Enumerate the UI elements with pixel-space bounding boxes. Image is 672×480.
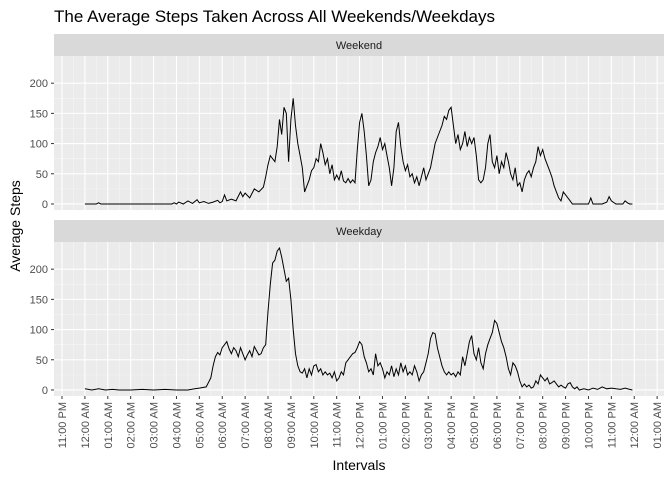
panel-weekend: Weekend 0 50 100 150 200 bbox=[30, 34, 664, 211]
x-tick-label: 01:00 AM bbox=[652, 402, 664, 448]
x-tick-label: 04:00 PM bbox=[446, 402, 458, 449]
y-tick-label: 50 bbox=[36, 169, 48, 181]
x-tick-label: 01:00 AM bbox=[103, 402, 115, 448]
x-tick-label: 11:00 PM bbox=[57, 402, 69, 448]
x-tick-label: 05:00 AM bbox=[194, 402, 206, 448]
weekday-steps-line bbox=[84, 246, 633, 391]
x-tick-label: 12:00 AM bbox=[629, 402, 641, 448]
chart-title: The Average Steps Taken Across All Weeke… bbox=[54, 7, 495, 26]
plot-area-weekday bbox=[54, 242, 664, 396]
x-tick-label: 08:00 PM bbox=[538, 402, 550, 449]
x-tick-label: 01:00 PM bbox=[378, 402, 390, 449]
strip-label-weekday: Weekday bbox=[336, 226, 382, 238]
strip-weekend bbox=[54, 34, 664, 56]
x-tick-label: 03:00 AM bbox=[149, 402, 161, 448]
y-tick-label: 0 bbox=[42, 385, 48, 397]
y-tick-label: 150 bbox=[30, 294, 48, 306]
x-tick-label: 06:00 AM bbox=[217, 402, 229, 448]
x-axis: 11:00 PM 12:00 AM 01:00 AM 02:00 AM 03:00 AM… bbox=[57, 396, 664, 449]
x-tick-label: 05:00 PM bbox=[469, 402, 481, 449]
x-tick-label: 12:00 PM bbox=[355, 402, 367, 449]
x-tick-label: 12:00 AM bbox=[80, 402, 92, 448]
x-tick-label: 11:00 PM bbox=[606, 402, 618, 448]
x-tick-label: 07:00 PM bbox=[515, 402, 527, 449]
y-tick-label: 150 bbox=[30, 108, 48, 120]
x-axis-title: Intervals bbox=[333, 457, 386, 473]
x-tick-label: 04:00 AM bbox=[172, 402, 184, 448]
x-tick-label: 09:00 PM bbox=[561, 402, 573, 449]
panel-weekday: Weekday 0 50 100 150 200 bbox=[30, 220, 664, 397]
y-axis-weekday: 0 50 100 150 200 bbox=[30, 264, 54, 397]
y-tick-label: 50 bbox=[36, 355, 48, 367]
x-tick-label: 08:00 AM bbox=[263, 402, 275, 448]
strip-weekday bbox=[54, 220, 664, 242]
y-tick-label: 200 bbox=[30, 78, 48, 90]
x-tick-label: 03:00 PM bbox=[423, 402, 435, 449]
x-tick-label: 02:00 AM bbox=[126, 402, 138, 448]
y-axis-title: Average Steps bbox=[7, 180, 23, 272]
x-tick-label: 02:00 PM bbox=[400, 402, 412, 449]
y-tick-label: 0 bbox=[42, 199, 48, 211]
x-tick-label: 11:00 AM bbox=[332, 402, 344, 448]
strip-label-weekend: Weekend bbox=[336, 40, 382, 52]
x-tick-label: 10:00 PM bbox=[584, 402, 596, 449]
y-tick-label: 100 bbox=[30, 139, 48, 151]
y-axis-weekend: 0 50 100 150 200 bbox=[30, 78, 54, 211]
y-tick-label: 100 bbox=[30, 325, 48, 337]
x-tick-label: 09:00 AM bbox=[286, 402, 298, 448]
y-tick-label: 200 bbox=[30, 264, 48, 276]
x-tick-label: 07:00 AM bbox=[240, 402, 252, 448]
x-tick-label: 10:00 AM bbox=[309, 402, 321, 448]
weekend-steps-line bbox=[84, 98, 633, 205]
gridlines-weekend bbox=[54, 56, 664, 210]
x-tick-label: 06:00 PM bbox=[492, 402, 504, 449]
